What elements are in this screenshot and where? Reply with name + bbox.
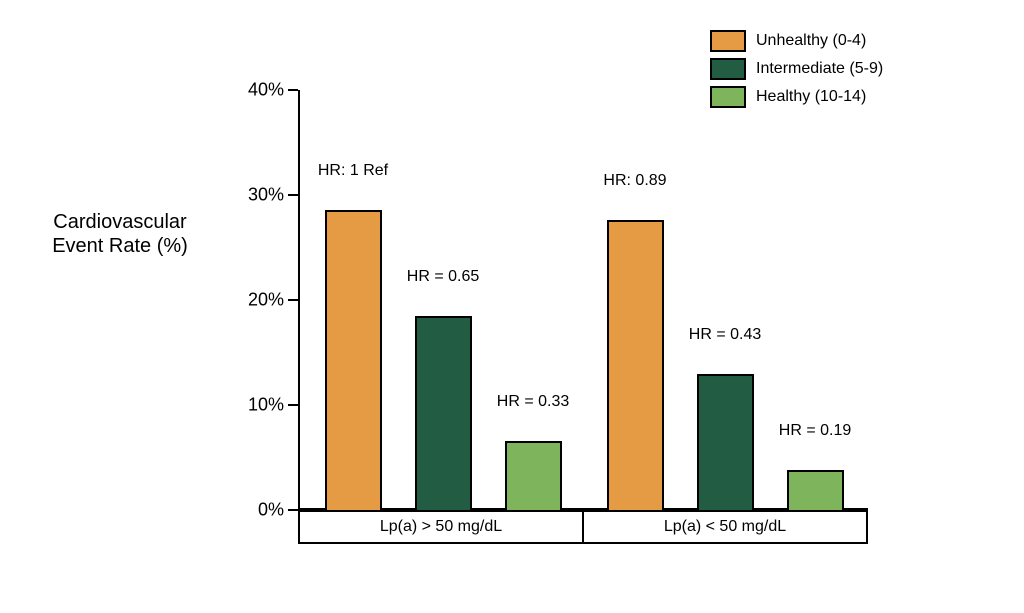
bar-annotation: HR: 1 Ref [318, 162, 388, 186]
bar-annotation: HR = 0.43 [689, 326, 761, 350]
legend-item: Unhealthy (0-4) [710, 30, 883, 52]
y-tick [288, 194, 298, 196]
bar [415, 316, 472, 510]
y-axis-title-line: Cardiovascular [53, 211, 186, 233]
y-axis-title: CardiovascularEvent Rate (%) [20, 210, 220, 258]
x-group-labels: Lp(a) > 50 mg/dLLp(a) < 50 mg/dL [298, 510, 868, 544]
y-axis-line [298, 90, 300, 510]
bar-annotation: HR = 0.65 [407, 268, 479, 292]
x-group-label: Lp(a) < 50 mg/dL [582, 512, 866, 542]
y-tick [288, 509, 298, 511]
bar [787, 470, 844, 510]
legend-swatch [710, 58, 746, 80]
y-tick-label: 20% [248, 290, 284, 311]
y-tick [288, 404, 298, 406]
bar [607, 220, 664, 510]
bar-annotation: HR = 0.19 [779, 422, 851, 446]
bar [325, 210, 382, 510]
y-tick-label: 40% [248, 80, 284, 101]
y-tick [288, 299, 298, 301]
y-tick-label: 0% [258, 500, 284, 521]
bar [697, 374, 754, 511]
bar [505, 441, 562, 510]
y-axis-title-line: Event Rate (%) [52, 235, 188, 257]
chart-container: Unhealthy (0-4)Intermediate (5-9)Healthy… [0, 0, 1024, 613]
y-tick-label: 30% [248, 185, 284, 206]
y-tick-label: 10% [248, 395, 284, 416]
legend-label: Unhealthy (0-4) [756, 32, 866, 50]
plot-area: 0%10%20%30%40%HR: 1 RefHR = 0.65HR = 0.3… [298, 90, 868, 510]
x-group-label: Lp(a) > 50 mg/dL [300, 512, 582, 542]
bar-annotation: HR: 0.89 [603, 172, 666, 196]
y-tick [288, 89, 298, 91]
legend-label: Intermediate (5-9) [756, 60, 883, 78]
legend-item: Intermediate (5-9) [710, 58, 883, 80]
bar-annotation: HR = 0.33 [497, 393, 569, 417]
legend-swatch [710, 30, 746, 52]
